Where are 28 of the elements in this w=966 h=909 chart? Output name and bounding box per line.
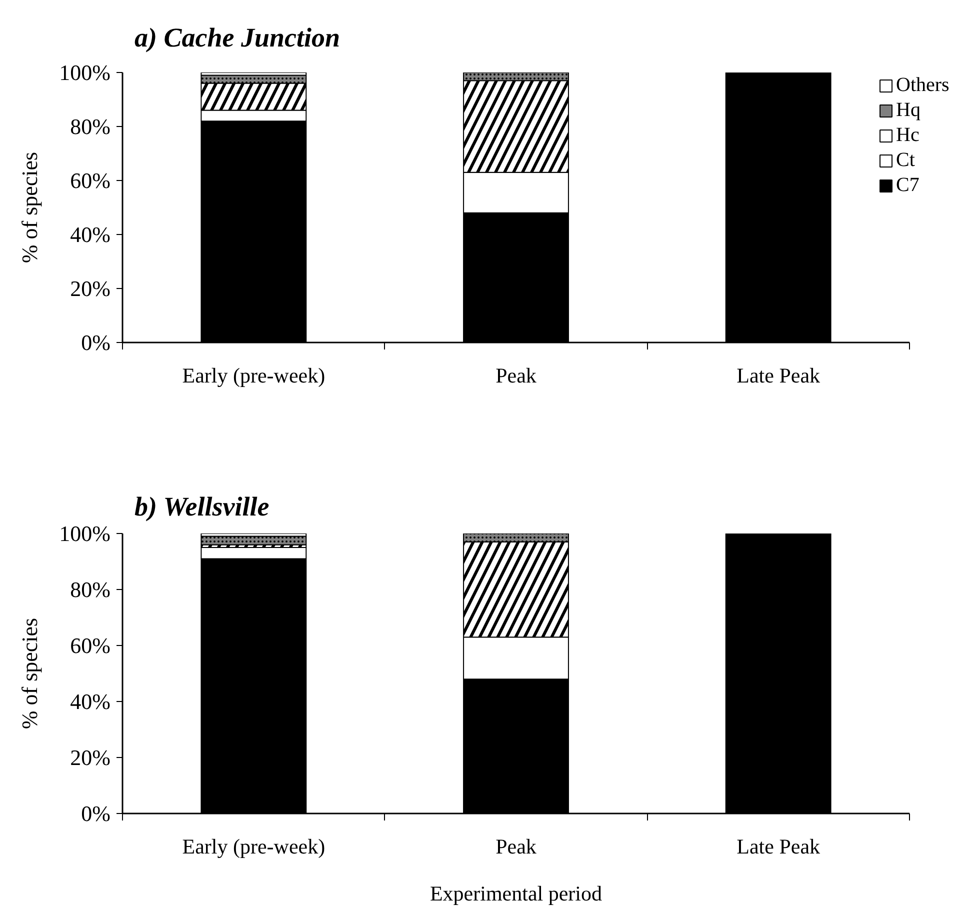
legend-label: Hc xyxy=(896,124,920,147)
x-tick-label: Peak xyxy=(496,364,537,388)
chart-title: a) Cache Junction xyxy=(134,22,340,52)
y-tick-label: 100% xyxy=(59,521,110,546)
y-tick-label: 0% xyxy=(81,330,110,355)
y-tick-label: 60% xyxy=(70,633,110,658)
y-axis-title: % of species xyxy=(17,152,42,264)
chart-title: b) Wellsville xyxy=(134,492,270,522)
x-tick-label: Late Peak xyxy=(736,834,821,858)
y-tick-label: 40% xyxy=(70,222,110,247)
x-axis-title: Experimental period xyxy=(430,882,603,906)
y-tick-label: 20% xyxy=(70,745,110,770)
y-axis-title: % of species xyxy=(17,618,42,730)
x-tick-label: Late Peak xyxy=(736,364,821,388)
x-tick-label: Early (pre-week) xyxy=(182,834,326,858)
y-tick-label: 20% xyxy=(70,276,110,301)
y-tick-label: 80% xyxy=(70,114,110,139)
x-tick-label: Peak xyxy=(496,834,537,858)
legend-label: Hq xyxy=(896,99,920,122)
y-tick-label: 40% xyxy=(70,689,110,714)
legend-label: Others xyxy=(896,74,950,97)
y-tick-label: 0% xyxy=(81,801,110,826)
y-tick-label: 60% xyxy=(70,168,110,193)
legend-label: C7 xyxy=(896,174,920,197)
y-tick-label: 80% xyxy=(70,577,110,602)
x-tick-label: Early (pre-week) xyxy=(182,364,326,388)
y-tick-label: 100% xyxy=(59,60,110,85)
legend-label: Ct xyxy=(896,149,916,172)
